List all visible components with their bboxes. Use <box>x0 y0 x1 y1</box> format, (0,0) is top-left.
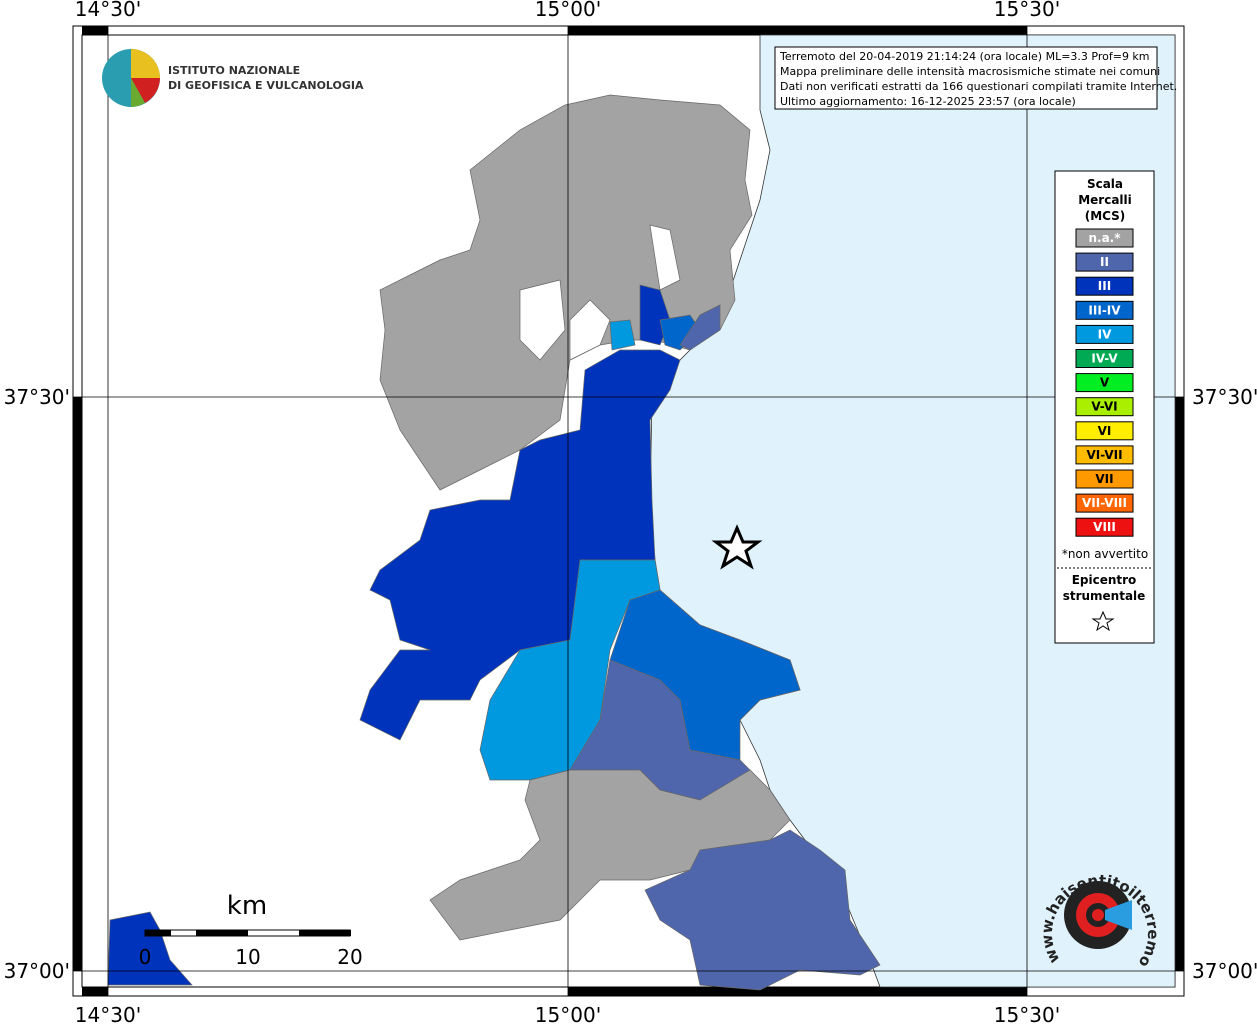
legend-swatch <box>1075 517 1134 537</box>
legend-label: IV-V <box>1091 352 1118 366</box>
ingv-logo: ISTITUTO NAZIONALE DI GEOFISICA E VULCAN… <box>102 49 364 107</box>
info-line: Terremoto del 20-04-2019 21:14:24 (ora l… <box>779 50 1150 63</box>
legend-title: (MCS) <box>1085 209 1126 223</box>
legend-swatch <box>1075 252 1134 272</box>
lat-label: 37°00' <box>4 959 70 983</box>
legend-swatch <box>1075 397 1134 417</box>
legend-label: III-IV <box>1088 303 1121 317</box>
info-line: Ultimo aggiornamento: 16-12-2025 23:57 (… <box>780 95 1076 108</box>
legend-swatch <box>1075 421 1134 441</box>
scale-unit: km <box>227 891 267 921</box>
lat-label: 37°30' <box>1192 385 1257 409</box>
lon-label: 14°30' <box>75 0 141 21</box>
legend-swatch <box>1075 276 1134 296</box>
legend-swatch <box>1075 349 1134 368</box>
regions <box>107 94 881 991</box>
epicenter-label: strumentale <box>1063 589 1146 603</box>
scale-label: 0 <box>139 945 152 969</box>
legend-note: *non avvertito <box>1062 547 1148 561</box>
legend-label: V <box>1100 376 1110 390</box>
legend-label: II <box>1100 255 1109 269</box>
legend-label: IV <box>1098 327 1112 341</box>
scale-bar: km 0 10 20 <box>139 891 363 969</box>
lon-label: 15°30' <box>994 0 1060 21</box>
institute-name: DI GEOFISICA E VULCANOLOGIA <box>168 79 364 92</box>
legend-label: VII-VIII <box>1082 496 1127 510</box>
legend-label: VI <box>1098 424 1112 438</box>
legend-swatch <box>1075 324 1134 344</box>
frame-bars <box>73 26 1184 996</box>
epicenter <box>711 524 763 570</box>
legend-label: V-VI <box>1091 400 1117 414</box>
lon-label: 15°00' <box>535 0 601 21</box>
graticule <box>73 26 1184 996</box>
legend-label: VII <box>1095 472 1113 486</box>
legend-title: Mercalli <box>1078 193 1132 207</box>
legend-swatch <box>1075 469 1134 489</box>
legend-label: VIII <box>1093 520 1116 534</box>
legend-swatch <box>1075 445 1134 465</box>
legend-swatch <box>1075 228 1134 248</box>
legend-swatch <box>1075 373 1134 393</box>
info-line: Mappa preliminare delle intensità macros… <box>780 65 1160 78</box>
info-box <box>774 46 1158 110</box>
lat-label: 37°30' <box>4 385 70 409</box>
lon-label: 15°00' <box>535 1003 601 1024</box>
lat-label: 37°00' <box>1192 959 1257 983</box>
legend-title: Scala <box>1087 177 1123 191</box>
legend-label: n.a.* <box>1088 231 1121 245</box>
legend-label: III <box>1098 279 1111 293</box>
legend-swatch <box>1075 493 1134 513</box>
legend: Scala Mercalli (MCS) *non avvertito Epic… <box>1054 170 1155 644</box>
legend-label: VI-VII <box>1086 448 1122 462</box>
epicenter-label: Epicentro <box>1072 573 1137 587</box>
legend-swatch <box>1075 300 1134 320</box>
lon-label: 14°30' <box>75 1003 141 1024</box>
institute-name: ISTITUTO NAZIONALE <box>168 64 300 77</box>
scale-label: 20 <box>337 945 362 969</box>
scale-label: 10 <box>235 945 260 969</box>
lon-label: 15°30' <box>994 1003 1060 1024</box>
info-line: Dati non verificati estratti da 166 ques… <box>780 80 1177 93</box>
